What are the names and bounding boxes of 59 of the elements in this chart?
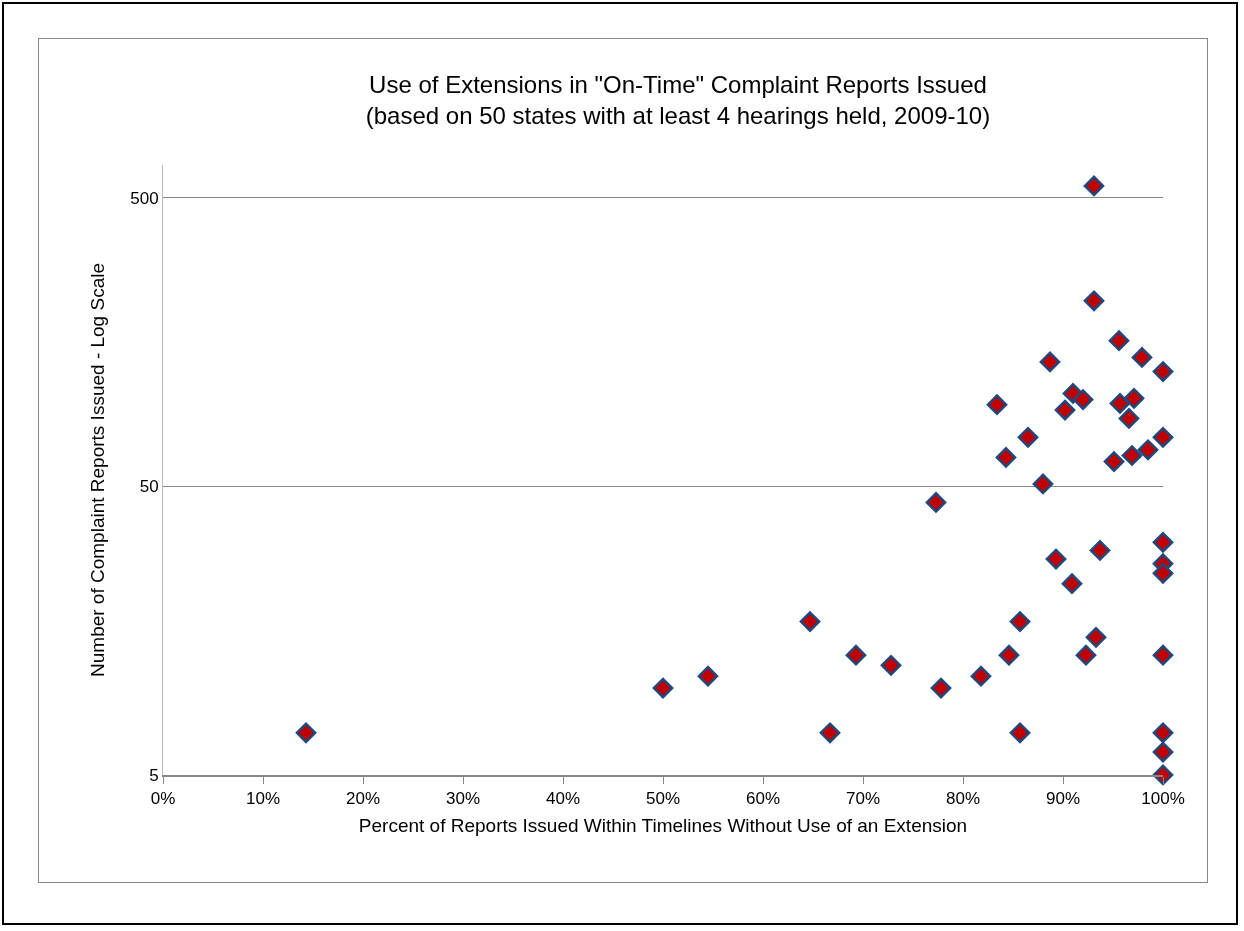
point	[1009, 722, 1031, 744]
point	[1131, 347, 1153, 368]
x-tick-label: 60%	[745, 789, 781, 809]
point	[819, 722, 841, 744]
point	[1039, 351, 1061, 373]
point	[1072, 389, 1094, 410]
point	[1075, 644, 1097, 666]
y-axis-title: Number of Complaint Reports Issued - Log Scale	[87, 263, 109, 677]
y-tick-label: 50	[139, 477, 159, 497]
x-tick-label: 10%	[245, 789, 281, 809]
point	[1083, 175, 1105, 197]
y-tick-label: 5	[149, 765, 159, 785]
point	[1017, 426, 1039, 448]
x-tick-label: 100%	[1141, 789, 1185, 809]
point	[1152, 644, 1174, 666]
point	[970, 665, 992, 687]
chart-title: Use of Extensions in "On-Time" Complaint Reports Issued (based on 50 states with at least 4 hearings held, 2009-10)	[365, 71, 991, 130]
point	[1032, 473, 1054, 495]
point	[1061, 573, 1083, 595]
x-tick-label: 80%	[945, 789, 981, 809]
x-tick-label: 70%	[845, 789, 881, 809]
point	[1152, 722, 1174, 744]
point	[1108, 330, 1130, 352]
point	[295, 722, 317, 744]
point	[930, 677, 952, 699]
point	[799, 611, 821, 632]
point	[1123, 387, 1145, 409]
point	[880, 654, 902, 676]
point	[1152, 741, 1174, 763]
x-tick-label: 40%	[545, 789, 581, 809]
point	[1121, 445, 1143, 466]
point	[1152, 426, 1174, 448]
point	[1152, 562, 1174, 584]
point	[1103, 451, 1125, 472]
x-tick-label: 30%	[445, 789, 481, 809]
point	[1089, 540, 1111, 561]
point	[697, 665, 719, 687]
point	[652, 677, 674, 699]
point	[845, 644, 867, 666]
point	[1083, 290, 1105, 312]
point	[1118, 408, 1140, 429]
point	[998, 644, 1020, 666]
x-axis-title: Percent of Reports Issued Within Timelines Without Use of an Extension	[358, 815, 968, 837]
point	[1152, 532, 1174, 553]
x-tick-label: 90%	[1045, 789, 1081, 809]
point	[1045, 548, 1067, 570]
point	[1137, 439, 1159, 461]
point	[1009, 611, 1031, 632]
y-tick-label: 500	[130, 188, 159, 208]
point	[1054, 399, 1076, 421]
x-tick-label: 0%	[150, 789, 176, 809]
point	[1152, 361, 1174, 382]
point	[1109, 393, 1131, 414]
x-tick-label: 20%	[345, 789, 381, 809]
point	[995, 447, 1017, 468]
x-tick-label: 50%	[645, 789, 681, 809]
point	[1085, 626, 1107, 648]
point	[986, 394, 1008, 416]
point	[925, 492, 947, 513]
